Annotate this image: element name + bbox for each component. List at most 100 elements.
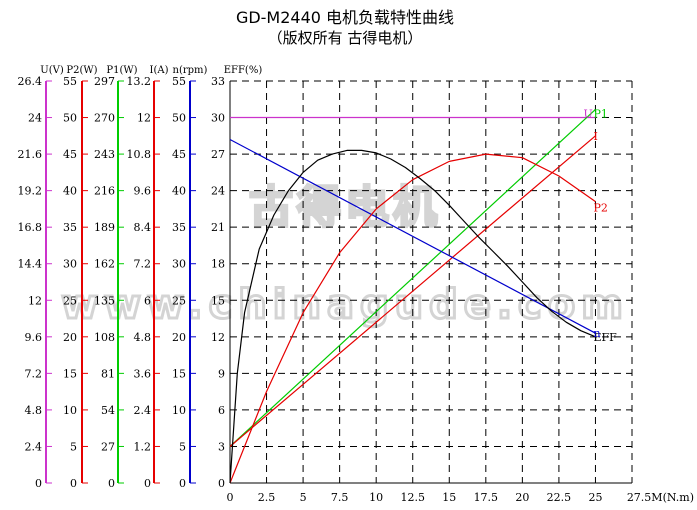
y-tick-label-n: 15: [172, 367, 186, 380]
series-line-I: [229, 135, 596, 447]
y-tick-label-P1: 54: [101, 404, 115, 417]
y-tick-label-U: 21.6: [18, 148, 43, 161]
y-tick-label-EFF: 27: [211, 148, 225, 161]
y-tick-label-P1: 297: [94, 75, 115, 88]
y-tick-label-I: 2.4: [134, 404, 152, 417]
y-tick-label-I: 3.6: [134, 367, 152, 380]
curve-label-n: n: [593, 327, 600, 340]
y-tick-label-n: 40: [172, 185, 186, 198]
y-tick-label-P2: 10: [63, 404, 77, 417]
x-tick-label: 15: [442, 491, 456, 504]
y-tick-label-P1: 216: [94, 185, 115, 198]
x-tick-label: 17.5: [474, 491, 499, 504]
y-tick-label-P1: 81: [101, 367, 115, 380]
y-tick-label-EFF: 0: [218, 477, 225, 490]
y-tick-label-I: 8.4: [134, 221, 152, 234]
y-tick-label-P2: 50: [63, 112, 77, 125]
y-tick-label-EFF: 3: [218, 440, 225, 453]
y-tick-label-P2: 45: [63, 148, 77, 161]
y-tick-label-P2: 0: [70, 477, 77, 490]
y-tick-label-n: 10: [172, 404, 186, 417]
y-tick-label-P1: 135: [94, 294, 115, 307]
watermark-brand: 古得电机: [249, 182, 441, 233]
y-tick-label-n: 50: [172, 112, 186, 125]
curve-label-I: I: [593, 130, 597, 143]
y-tick-label-n: 0: [179, 477, 186, 490]
y-tick-label-EFF: 6: [218, 404, 225, 417]
y-tick-label-n: 30: [172, 258, 186, 271]
y-tick-label-I: 6: [144, 294, 151, 307]
x-tick-label: 7.5: [331, 491, 349, 504]
y-tick-label-n: 25: [172, 294, 186, 307]
y-tick-label-n: 45: [172, 148, 186, 161]
y-axis-header-U: U(V): [40, 65, 64, 76]
y-tick-label-I: 0: [144, 477, 151, 490]
y-tick-label-I: 12: [137, 112, 151, 125]
y-tick-label-U: 4.8: [25, 404, 43, 417]
curve-label-U: U: [583, 108, 592, 121]
y-tick-label-P1: 189: [94, 221, 115, 234]
y-tick-label-P1: 270: [94, 112, 115, 125]
y-tick-label-I: 7.2: [134, 258, 152, 271]
y-tick-label-EFF: 18: [211, 258, 225, 271]
y-tick-label-P2: 20: [63, 331, 77, 344]
curve-label-EFF: EFF: [593, 331, 617, 344]
y-tick-label-EFF: 30: [211, 112, 225, 125]
x-tick-label: 5: [300, 491, 307, 504]
y-tick-label-P1: 0: [108, 477, 115, 490]
series-line-n: [229, 138, 596, 334]
x-tick-label: 25: [588, 491, 602, 504]
y-tick-label-U: 9.6: [25, 331, 43, 344]
series-line-EFF: [229, 149, 596, 484]
y-tick-label-U: 12: [28, 294, 42, 307]
y-axes: U(V) 0 2.4 4.8 7.2 9.6 12 14.4 16.8 19.2 21.6 24 26.…: [18, 65, 263, 490]
y-tick-label-n: 35: [172, 221, 186, 234]
y-axis-header-P2: P2(W): [66, 65, 97, 76]
x-tick-label: 2.5: [258, 491, 276, 504]
y-tick-label-U: 7.2: [25, 367, 43, 380]
y-tick-label-EFF: 9: [218, 367, 225, 380]
y-tick-label-P2: 40: [63, 185, 77, 198]
y-tick-label-U: 26.4: [18, 75, 43, 88]
y-tick-label-EFF: 15: [211, 294, 225, 307]
y-axis-header-EFF: EFF(%): [224, 65, 263, 76]
y-tick-label-U: 0: [35, 477, 42, 490]
x-tick-label: 10: [369, 491, 383, 504]
y-tick-label-n: 55: [172, 75, 186, 88]
y-axis-header-P1: P1(W): [106, 65, 137, 76]
y-tick-label-EFF: 21: [211, 221, 225, 234]
y-tick-label-P2: 35: [63, 221, 77, 234]
series-lines: [229, 108, 596, 484]
x-tick-label: 20: [515, 491, 529, 504]
y-tick-label-EFF: 24: [211, 185, 225, 198]
y-tick-label-P1: 162: [94, 258, 115, 271]
chart-title: GD-M2440 电机负载特性曲线: [236, 8, 454, 27]
y-axis-header-I: I(A): [150, 65, 169, 76]
y-tick-label-n: 20: [172, 331, 186, 344]
y-tick-label-U: 24: [28, 112, 42, 125]
y-axis-header-n: n(rpm): [173, 65, 208, 76]
x-tick-label: 22.5: [547, 491, 572, 504]
series-line-P2: [229, 153, 596, 484]
y-tick-label-P2: 5: [70, 440, 77, 453]
x-axis-label: 27.5M(N.m): [627, 491, 694, 504]
y-tick-label-EFF: 12: [211, 331, 225, 344]
y-tick-label-P2: 30: [63, 258, 77, 271]
curve-label-P2: P2: [593, 202, 607, 215]
y-tick-label-EFF: 33: [211, 75, 225, 88]
x-tick-label: 12.5: [400, 491, 425, 504]
y-tick-label-U: 14.4: [18, 258, 43, 271]
y-tick-label-I: 1.2: [134, 440, 152, 453]
y-tick-label-P1: 108: [94, 331, 115, 344]
y-tick-label-U: 19.2: [18, 185, 43, 198]
x-tick-label: 0: [227, 491, 234, 504]
x-axis: 0 2.5 5 7.5 10 12.5 15 17.5 20 22.5 25 27.5M(N.m): [227, 491, 695, 504]
y-tick-label-P1: 243: [94, 148, 115, 161]
curve-label-P1: P1: [593, 107, 607, 120]
y-tick-label-U: 16.8: [18, 221, 43, 234]
y-tick-label-P1: 27: [101, 440, 115, 453]
y-tick-label-U: 2.4: [25, 440, 43, 453]
y-tick-label-P2: 15: [63, 367, 77, 380]
